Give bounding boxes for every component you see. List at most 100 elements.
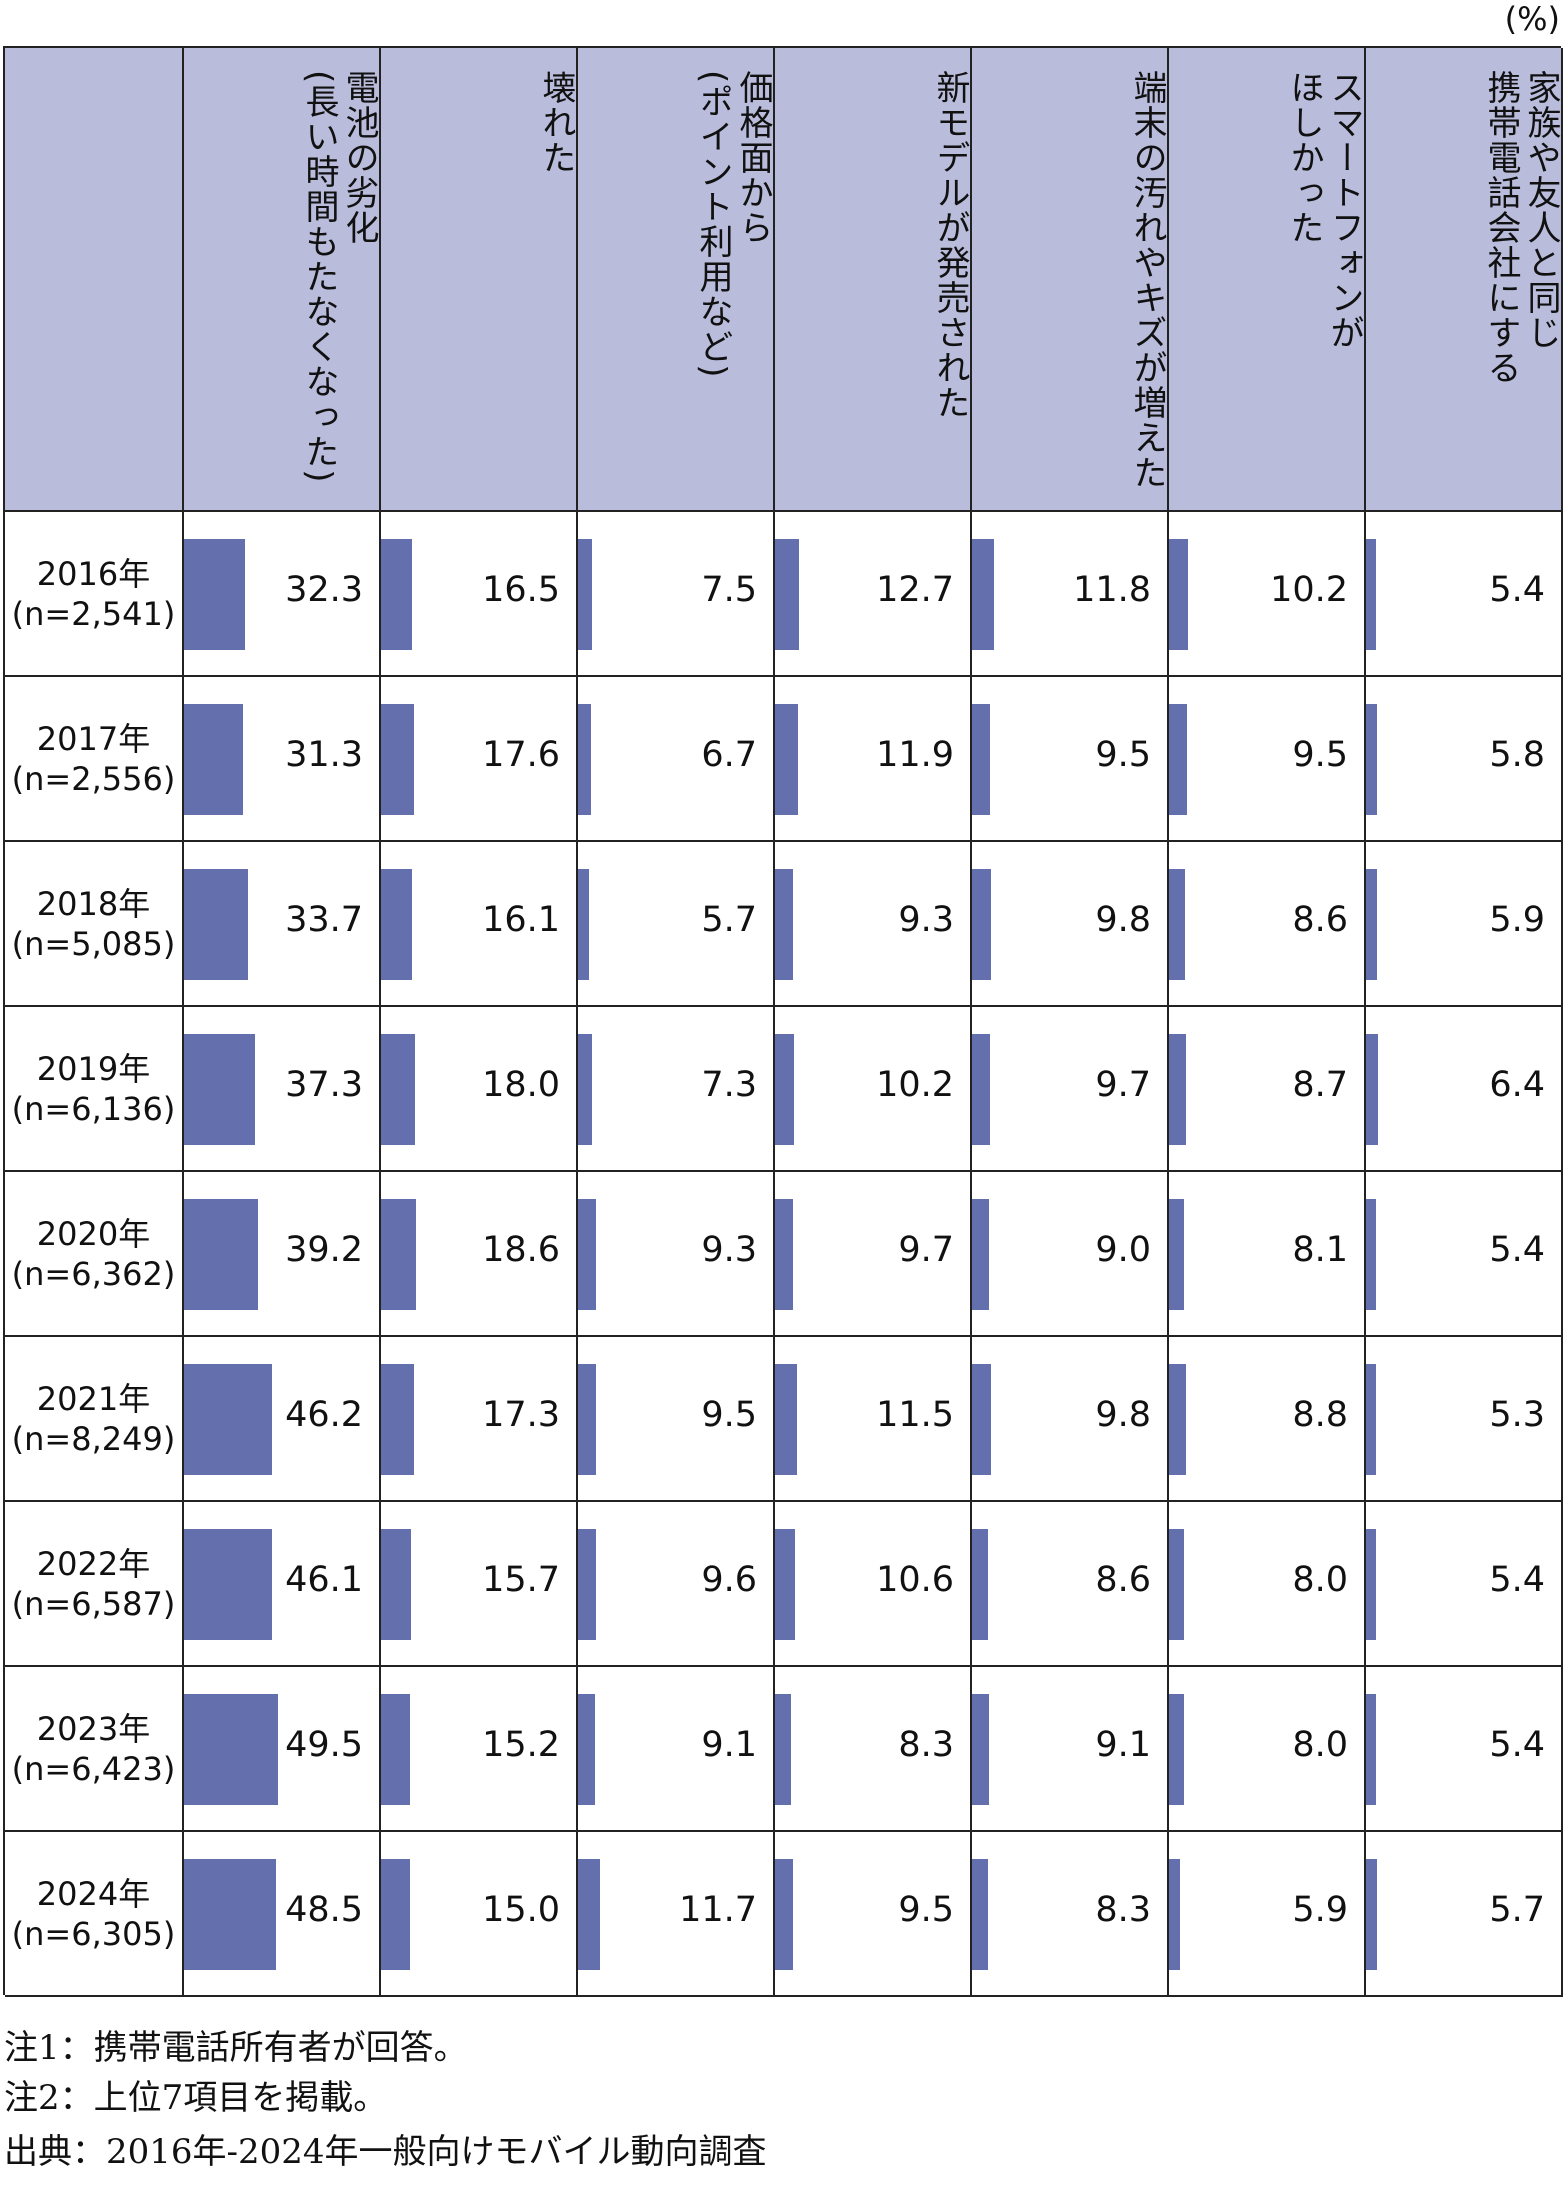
- data-cell: 11.7: [578, 1832, 775, 1997]
- data-cell: 10.6: [775, 1502, 972, 1667]
- bar: [972, 1034, 991, 1145]
- value-label: 31.3: [285, 735, 363, 775]
- value-label: 17.6: [482, 735, 560, 775]
- bar: [972, 1199, 990, 1310]
- row-header: 2016年 (n=2,541): [5, 512, 184, 677]
- bar: [184, 1529, 272, 1640]
- bar: [578, 1694, 596, 1805]
- value-label: 8.8: [1292, 1395, 1348, 1435]
- data-cell: 12.7: [775, 512, 972, 677]
- bar: [972, 539, 995, 650]
- value-label: 48.5: [285, 1890, 363, 1930]
- data-cell: 17.6: [381, 677, 578, 842]
- data-cell: 7.5: [578, 512, 775, 677]
- data-cell: 5.9: [1169, 1832, 1366, 1997]
- table: 電池の劣化 (長い時間もたなくなった) 壊れた 価格面から (ポイント利用など) 新モ…: [3, 46, 1563, 1997]
- bar: [775, 1859, 794, 1970]
- sample-size: (n=6,136): [11, 1090, 176, 1128]
- value-label: 5.8: [1489, 735, 1545, 775]
- bar: [184, 1199, 259, 1310]
- value-label: 37.3: [285, 1065, 363, 1105]
- value-label: 5.4: [1489, 1560, 1545, 1600]
- data-cell: 37.3: [184, 1007, 381, 1172]
- value-label: 9.6: [701, 1560, 757, 1600]
- value-label: 15.2: [482, 1725, 560, 1765]
- bar: [184, 704, 244, 815]
- data-cell: 32.3: [184, 512, 381, 677]
- data-cell: 8.1: [1169, 1172, 1366, 1337]
- value-label: 8.3: [1095, 1890, 1151, 1930]
- bar: [972, 869, 991, 980]
- data-cell: 17.3: [381, 1337, 578, 1502]
- year: 2017年: [36, 720, 151, 758]
- value-label: 11.7: [679, 1890, 757, 1930]
- data-cell: 7.3: [578, 1007, 775, 1172]
- data-cell: 8.0: [1169, 1502, 1366, 1667]
- column-header: 電池の劣化 (長い時間もたなくなった): [299, 70, 379, 484]
- note: 注2：上位7項目を掲載。: [4, 2078, 388, 2118]
- data-cell: 18.6: [381, 1172, 578, 1337]
- data-cell: 6.4: [1366, 1007, 1563, 1172]
- bar: [381, 1364, 414, 1475]
- bar: [381, 869, 412, 980]
- value-label: 11.9: [876, 735, 954, 775]
- sample-size: (n=6,305): [11, 1915, 176, 1953]
- year: 2018年: [36, 885, 151, 923]
- data-cell: 5.4: [1366, 1667, 1563, 1832]
- bar: [972, 1859, 988, 1970]
- bar: [381, 1859, 410, 1970]
- header-cell: 端末の汚れやキズが増えた: [972, 48, 1169, 512]
- value-label: 9.1: [701, 1725, 757, 1765]
- data-cell: 10.2: [1169, 512, 1366, 677]
- sample-size: (n=2,556): [11, 760, 176, 798]
- bar: [578, 539, 593, 650]
- data-cell: 9.3: [578, 1172, 775, 1337]
- data-cell: 31.3: [184, 677, 381, 842]
- data-cell: 9.6: [578, 1502, 775, 1667]
- bar: [775, 869, 793, 980]
- year: 2020年: [36, 1215, 151, 1253]
- row-header: 2023年 (n=6,423): [5, 1667, 184, 1832]
- value-label: 39.2: [285, 1230, 363, 1270]
- bar: [184, 869, 249, 980]
- data-cell: 8.3: [775, 1667, 972, 1832]
- bar: [578, 1859, 601, 1970]
- data-cell: 9.3: [775, 842, 972, 1007]
- value-label: 10.2: [1270, 570, 1348, 610]
- header-cell: 家族や友人と同じ 携帯電話会社にする: [1366, 48, 1563, 512]
- row-label: 2024年 (n=6,305): [5, 1874, 182, 1954]
- header-cell: 電池の劣化 (長い時間もたなくなった): [184, 48, 381, 512]
- data-cell: 9.0: [972, 1172, 1169, 1337]
- sample-size: (n=8,249): [11, 1420, 176, 1458]
- value-label: 46.1: [285, 1560, 363, 1600]
- row-label: 2016年 (n=2,541): [5, 554, 182, 634]
- header-cell: 壊れた: [381, 48, 578, 512]
- value-label: 9.5: [898, 1890, 954, 1930]
- data-cell: 11.5: [775, 1337, 972, 1502]
- value-label: 5.7: [1489, 1890, 1545, 1930]
- bar: [1169, 539, 1189, 650]
- data-cell: 11.8: [972, 512, 1169, 677]
- data-cell: 39.2: [184, 1172, 381, 1337]
- value-label: 9.3: [898, 900, 954, 940]
- row-header: 2017年 (n=2,556): [5, 677, 184, 842]
- year: 2023年: [36, 1710, 151, 1748]
- data-cell: 8.7: [1169, 1007, 1366, 1172]
- bar: [775, 1034, 795, 1145]
- data-cell: 9.1: [578, 1667, 775, 1832]
- bar: [775, 1364, 797, 1475]
- data-cell: 33.7: [184, 842, 381, 1007]
- bar: [1366, 1199, 1377, 1310]
- bar: [578, 704, 591, 815]
- data-cell: 15.2: [381, 1667, 578, 1832]
- bar: [1366, 869, 1378, 980]
- value-label: 5.4: [1489, 570, 1545, 610]
- bar: [775, 1199, 794, 1310]
- value-label: 33.7: [285, 900, 363, 940]
- row-label: 2020年 (n=6,362): [5, 1214, 182, 1294]
- sample-size: (n=6,587): [11, 1585, 176, 1623]
- bar: [381, 704, 415, 815]
- value-label: 6.7: [701, 735, 757, 775]
- bar: [1366, 704, 1378, 815]
- value-label: 6.4: [1489, 1065, 1545, 1105]
